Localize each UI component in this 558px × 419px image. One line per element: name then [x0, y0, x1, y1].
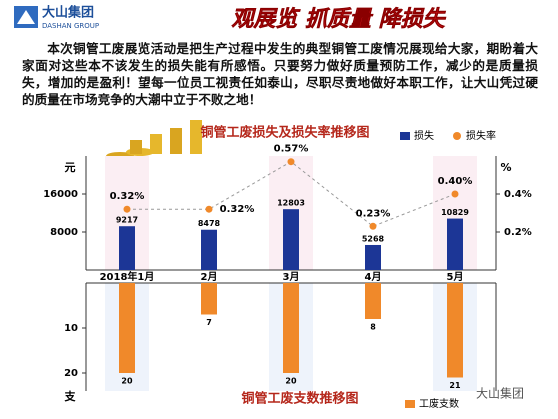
- rate-value-label: 0.57%: [274, 144, 309, 155]
- y-axis-label: 元: [65, 161, 76, 174]
- intro-paragraph: 本次铜管工废展览活动是把生产过程中发生的典型铜管工废情况展现给大家，期盼着大家面…: [22, 41, 538, 107]
- x-tick-label: 4月: [365, 271, 382, 283]
- bar: [283, 209, 299, 270]
- coins-decoration: [106, 120, 202, 160]
- y2-tick-label: 0.2%: [504, 227, 532, 238]
- bar-value-label: 5268: [362, 234, 385, 243]
- rate-value-label: 0.40%: [438, 176, 473, 187]
- rate-value-label: 0.32%: [110, 191, 145, 202]
- y-axis-label: 支: [64, 389, 77, 403]
- bar-value-label: 10829: [441, 208, 469, 217]
- x-tick-label: 5月: [447, 271, 464, 283]
- x-tick-label: 2月: [201, 271, 218, 283]
- legend-swatch: [453, 132, 461, 140]
- bar-value-label: 20: [121, 377, 133, 386]
- bar-value-label: 9217: [116, 216, 138, 225]
- bar: [447, 283, 463, 378]
- legend-swatch: [400, 132, 410, 140]
- bar: [365, 283, 381, 319]
- rate-point: [205, 205, 213, 213]
- y-tick-label: 20: [64, 368, 78, 379]
- bar-value-label: 21: [449, 381, 461, 390]
- rate-point: [369, 222, 377, 230]
- y-tick-label: 16000: [43, 189, 78, 200]
- bar-value-label: 20: [285, 377, 297, 386]
- bar-value-label: 12803: [277, 199, 305, 208]
- bar: [119, 283, 135, 373]
- page-title: 观展览 抓质量 降损失: [231, 7, 446, 32]
- bar: [201, 283, 217, 315]
- bar: [447, 218, 463, 270]
- logo-text: 大山集团: [42, 5, 94, 21]
- bar: [119, 226, 135, 270]
- bar: [201, 229, 217, 270]
- x-tick-label: 3月: [283, 271, 300, 283]
- chart-title: 铜管工废支数推移图: [240, 391, 358, 407]
- y-tick-label: 8000: [50, 227, 78, 238]
- bar: [283, 283, 299, 373]
- y-tick-label: 10: [64, 323, 78, 334]
- logo-mark: [17, 10, 35, 24]
- bar-value-label: 7: [206, 318, 212, 327]
- rate-point: [451, 190, 459, 198]
- rate-value-label: 0.23%: [356, 208, 391, 219]
- legend-label: 损失: [414, 129, 434, 142]
- y2-tick-label: 0.4%: [504, 189, 532, 200]
- x-tick-label: 2018年1月: [100, 270, 155, 283]
- watermark: 大山集团: [476, 386, 524, 401]
- legend-label: 工废支数: [419, 397, 459, 410]
- bar-value-label: 8: [370, 323, 376, 332]
- legend-label: 损失率: [466, 129, 496, 142]
- rate-point: [123, 205, 131, 213]
- y2-axis-label: %: [500, 161, 511, 174]
- legend-swatch: [405, 400, 415, 408]
- chart-title: 铜管工废损失及损失率推移图: [199, 125, 369, 141]
- rate-point: [287, 158, 295, 166]
- bar: [365, 244, 381, 270]
- rate-value-label: 0.32%: [220, 204, 255, 215]
- logo-subtext: DASHAN GROUP: [42, 22, 99, 30]
- bar-value-label: 8478: [198, 219, 221, 228]
